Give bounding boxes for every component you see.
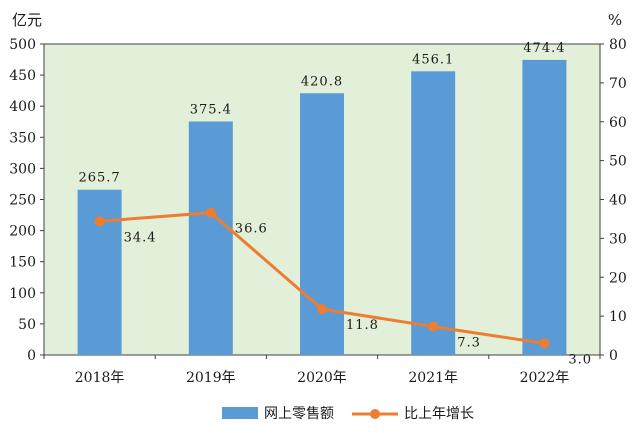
right-axis-tick-label: 20 [609, 270, 627, 286]
bar-data-label: 474.4 [523, 41, 565, 56]
left-axis-unit: 亿元 [12, 11, 42, 29]
right-axis-tick-label: 10 [609, 309, 627, 325]
line-point [539, 338, 550, 349]
bar-data-label: 375.4 [190, 103, 232, 118]
bar-data-label: 456.1 [412, 52, 454, 67]
line-data-label: 7.3 [457, 336, 481, 351]
left-axis-tick-label: 250 [9, 193, 36, 209]
line-data-label: 3.0 [568, 352, 592, 367]
x-axis-tick-label: 2020年 [297, 370, 347, 386]
legend-label-line: 比上年增长 [404, 406, 474, 422]
right-axis-unit: % [608, 11, 622, 29]
bar-data-label: 420.8 [301, 74, 343, 89]
left-axis-tick-label: 50 [18, 317, 36, 333]
left-axis-tick-label: 150 [9, 255, 36, 271]
bar [411, 71, 456, 356]
line-point [428, 321, 439, 332]
line-point [94, 216, 105, 227]
right-axis-tick-label: 50 [609, 154, 627, 170]
x-axis-tick-label: 2022年 [520, 370, 570, 386]
left-axis-tick-label: 200 [9, 224, 36, 240]
legend-swatch-marker [370, 409, 380, 419]
x-axis-tick-label: 2018年 [75, 370, 125, 386]
left-axis-tick-label: 400 [9, 99, 36, 115]
left-axis-tick-label: 300 [9, 161, 36, 177]
x-axis-tick-label: 2019年 [186, 370, 236, 386]
bar-data-label: 265.7 [78, 171, 120, 186]
right-axis-tick-label: 0 [609, 348, 618, 364]
right-axis-tick-label: 40 [609, 193, 627, 209]
line-point [205, 207, 216, 218]
right-axis-tick-label: 60 [609, 115, 627, 131]
legend-label-bar: 网上零售额 [264, 406, 334, 422]
bar [77, 189, 122, 355]
left-axis-tick-label: 500 [9, 37, 36, 53]
line-data-label: 36.6 [235, 222, 268, 237]
line-point [317, 304, 327, 315]
left-axis-tick-label: 100 [9, 286, 36, 302]
right-axis-tick-label: 70 [609, 76, 627, 92]
line-data-label: 11.8 [346, 318, 379, 333]
right-axis-tick-label: 30 [609, 231, 627, 247]
bar [188, 121, 233, 356]
right-axis-tick-label: 80 [609, 37, 627, 53]
bar [300, 93, 344, 356]
left-axis-tick-label: 0 [27, 348, 36, 364]
line-data-label: 34.4 [124, 230, 157, 245]
left-axis-tick-label: 450 [9, 68, 36, 84]
left-axis-tick-label: 350 [9, 130, 36, 146]
x-axis-tick-label: 2021年 [408, 370, 458, 386]
legend-swatch-bar [222, 407, 258, 419]
bar [522, 59, 567, 356]
